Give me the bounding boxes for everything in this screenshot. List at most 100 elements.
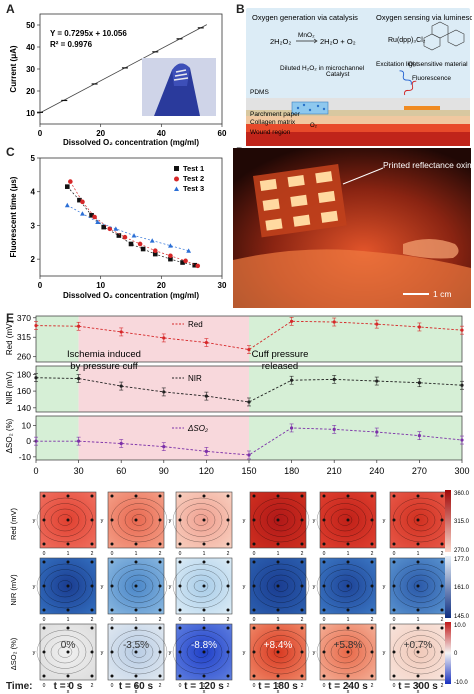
svg-text:1: 1 <box>417 551 420 557</box>
heatmap-row-label-nir: NIR (mV) <box>9 574 18 606</box>
panel-c-line-1 <box>67 186 195 266</box>
panel-e-point <box>417 381 421 385</box>
panel-c-xtick: 20 <box>157 281 166 290</box>
panel-e-xtick: 150 <box>241 466 256 476</box>
colorbar-nir-mid: 161.0 <box>454 585 470 591</box>
svg-text:0: 0 <box>323 551 326 557</box>
panel-d-annotation: Printed reflectance oximeter array <box>383 160 471 170</box>
panel-a-points <box>37 27 204 113</box>
time-label: Time: <box>6 681 33 692</box>
panel-e-point <box>119 441 123 446</box>
colorbar-so2-max: 10.0 <box>454 623 466 629</box>
colorbar-red-min: 270.0 <box>454 548 470 554</box>
svg-text:0: 0 <box>393 551 396 557</box>
panel-b-parchment-label: Parchment paper <box>250 111 301 118</box>
panel-c-point <box>152 248 158 254</box>
svg-text:2: 2 <box>441 617 444 623</box>
panel-b-collagen-layer <box>246 116 470 124</box>
heatmap-cell: 0 1 2 x y +0.7% <box>383 623 450 694</box>
panel-c-chart: 0 10 20 30 2 3 4 5 Test 1 Test 2 Test 3 Dissol… <box>9 154 227 300</box>
panel-c-point <box>77 197 82 203</box>
panel-c-point <box>65 184 70 189</box>
panel-e-point <box>77 324 81 328</box>
svg-text:y: y <box>313 650 316 656</box>
panel-c-point <box>80 211 85 216</box>
panel-e-ytick: 160 <box>17 386 31 396</box>
svg-text:2: 2 <box>91 617 94 623</box>
svg-text:x: x <box>277 689 280 694</box>
legend-marker-test1 <box>174 166 179 171</box>
panel-c-point <box>149 238 155 243</box>
legend-marker-test2 <box>174 176 179 182</box>
svg-text:2: 2 <box>159 551 162 557</box>
svg-text:1: 1 <box>347 683 350 689</box>
panel-b-title-right: Oxygen sensing via luminescence <box>376 13 472 22</box>
colorbar-so2-mid: 0 <box>454 651 458 657</box>
heatmap-so2-label: +0.7% <box>404 640 433 651</box>
panel-c-point <box>168 253 173 259</box>
panel-e-ytick: 0 <box>26 436 31 446</box>
panel-a-xlabel: Dissolved O₂ concentration (mg/ml) <box>63 138 199 147</box>
panel-b-fluorescence-label: Fluorescence <box>412 75 451 82</box>
svg-text:0: 0 <box>393 683 396 689</box>
colorbar-nir-max: 177.0 <box>454 557 470 563</box>
colorbar-nir-min: 145.0 <box>454 614 470 620</box>
panel-e-point <box>204 449 208 453</box>
panel-e-point <box>204 340 208 345</box>
panel-e-annotation-1: Ischemia induced <box>67 349 141 360</box>
panel-e-ylabel-red: Red (mV) <box>5 321 14 356</box>
panel-e-annotation-4: released <box>262 361 298 372</box>
panel-b-sensitive-label: O₂ sensitive material <box>408 61 468 68</box>
panel-d-hand <box>403 239 459 259</box>
panel-e-ytick: -10 <box>19 452 32 462</box>
panel-d-scale-label: 1 cm <box>433 289 451 299</box>
panel-a-xtick: 40 <box>157 129 166 138</box>
panel-e-backgrounds <box>35 315 463 461</box>
svg-text:0: 0 <box>253 551 256 557</box>
panel-e-heatmaps: 012xy012xy012xy012xy012xy012xy012xy012xy… <box>9 490 470 694</box>
svg-text:1: 1 <box>135 551 138 557</box>
panel-e-point <box>247 348 251 352</box>
panel-e-ytick: 10 <box>22 420 32 430</box>
svg-text:y: y <box>169 650 172 656</box>
svg-text:y: y <box>169 518 172 524</box>
colorbar-so2 <box>445 622 451 684</box>
svg-text:1: 1 <box>277 617 280 623</box>
svg-text:0: 0 <box>43 683 46 689</box>
panel-a-ylabel: Current (μA) <box>9 45 18 92</box>
panel-e-point <box>290 378 294 382</box>
svg-text:0: 0 <box>323 683 326 689</box>
panel-c-point <box>131 233 137 238</box>
panel-e-legend-so2: ΔSO₂ <box>172 424 208 433</box>
colorbar-red-max: 360.0 <box>454 491 470 497</box>
panel-c-point <box>113 226 119 231</box>
panel-c-point <box>195 263 201 269</box>
svg-text:2: 2 <box>91 551 94 557</box>
panel-e-ylabel-so2: ΔSO₂ (%) <box>5 418 14 453</box>
panel-c-point <box>137 241 143 247</box>
svg-text:0: 0 <box>179 617 182 623</box>
svg-text:x: x <box>417 689 420 694</box>
svg-text:2: 2 <box>441 683 444 689</box>
panel-e-point <box>375 379 379 383</box>
panel-label-c: C <box>6 145 15 159</box>
panel-c-point <box>192 262 197 268</box>
panel-e-point <box>162 390 166 394</box>
svg-text:1: 1 <box>417 683 420 689</box>
panel-a-equation: Y = 0.7295x + 10.056 <box>50 29 127 38</box>
panel-c-point <box>128 241 134 247</box>
panel-c-point <box>95 219 101 225</box>
svg-text:y: y <box>101 518 104 524</box>
svg-text:1: 1 <box>203 551 206 557</box>
panel-a-ytick: 50 <box>26 21 35 30</box>
svg-text:0: 0 <box>111 617 114 623</box>
